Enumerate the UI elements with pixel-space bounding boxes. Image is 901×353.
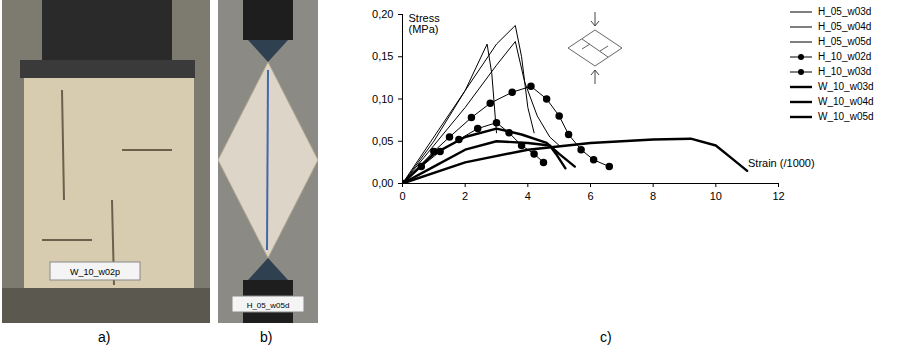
- svg-text:W_10_w02p: W_10_w02p: [70, 267, 120, 277]
- svg-text:4: 4: [525, 190, 531, 202]
- html-text:W_10_w05d: W_10_w05d: [818, 111, 874, 122]
- svg-text:12: 12: [772, 190, 784, 202]
- svg-text:2: 2: [462, 190, 468, 202]
- html-text:a): a): [98, 329, 111, 345]
- html-text:W_10_w04d: W_10_w04d: [818, 96, 874, 107]
- svg-text:0: 0: [399, 190, 405, 202]
- html-text:c): c): [600, 329, 612, 345]
- svg-text:0,20: 0,20: [372, 8, 393, 20]
- html-text:H_10_w02d: H_10_w02d: [818, 51, 872, 62]
- html-text:H_05_w04d: H_05_w04d: [818, 21, 872, 32]
- html-text:b): b): [260, 329, 273, 345]
- svg-text:6: 6: [587, 190, 593, 202]
- html-text:W_10_w03d: W_10_w03d: [818, 81, 874, 92]
- svg-text:0,15: 0,15: [372, 50, 393, 62]
- svg-text:10: 10: [710, 190, 722, 202]
- svg-text:0,05: 0,05: [372, 135, 393, 147]
- html-text:Strain (/1000): Strain (/1000): [748, 157, 815, 169]
- svg-text:H_05_w05d: H_05_w05d: [247, 301, 290, 310]
- svg-text:0,00: 0,00: [372, 177, 393, 189]
- html-text:H_05_w05d: H_05_w05d: [818, 36, 872, 47]
- svg-text:8: 8: [650, 190, 656, 202]
- svg-text:Stress(MPa): Stress(MPa): [409, 12, 441, 35]
- svg-text:0,10: 0,10: [372, 93, 393, 105]
- html-text:H_10_w03d: H_10_w03d: [818, 66, 872, 77]
- html-text:H_05_w03d: H_05_w03d: [818, 6, 872, 17]
